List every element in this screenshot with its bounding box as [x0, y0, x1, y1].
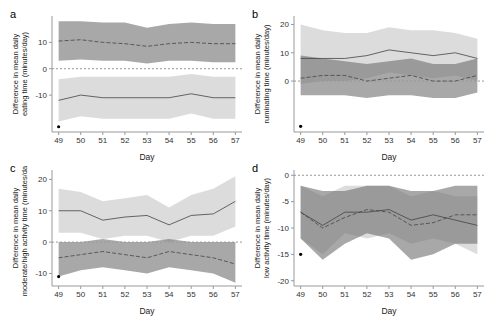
svg-text:52: 52 — [120, 136, 129, 145]
svg-text:50: 50 — [318, 136, 327, 145]
svg-text:51: 51 — [340, 136, 349, 145]
svg-text:20: 20 — [280, 20, 289, 29]
svg-text:Difference in mean dailymodera: Difference in mean dailymoderate/high ac… — [11, 166, 29, 296]
svg-text:49: 49 — [54, 290, 63, 299]
svg-text:55: 55 — [187, 290, 196, 299]
svg-text:52: 52 — [362, 136, 371, 145]
svg-text:Day: Day — [139, 306, 155, 316]
svg-text:-10: -10 — [35, 269, 47, 278]
svg-text:0: 0 — [43, 238, 48, 247]
svg-text:51: 51 — [340, 290, 349, 299]
svg-text:20: 20 — [38, 175, 47, 184]
html-text:b: b — [252, 8, 259, 20]
svg-text:-5: -5 — [282, 197, 290, 206]
svg-text:0: 0 — [285, 77, 290, 86]
svg-text:10: 10 — [280, 49, 289, 58]
html-text:a: a — [10, 8, 17, 20]
svg-text:49: 49 — [296, 290, 305, 299]
svg-text:50: 50 — [76, 136, 85, 145]
svg-text:50: 50 — [318, 290, 327, 299]
svg-text:53: 53 — [385, 290, 394, 299]
svg-text:53: 53 — [385, 136, 394, 145]
svg-text:56: 56 — [451, 290, 460, 299]
svg-text:56: 56 — [209, 290, 218, 299]
svg-text:Difference in mean dailylow ac: Difference in mean dailylow activity tim… — [253, 177, 271, 278]
svg-text:56: 56 — [451, 136, 460, 145]
svg-text:49: 49 — [54, 136, 63, 145]
svg-text:-10: -10 — [35, 91, 47, 100]
svg-text:-15: -15 — [277, 250, 289, 259]
svg-text:Day: Day — [381, 306, 397, 316]
svg-text:51: 51 — [98, 290, 107, 299]
svg-text:54: 54 — [165, 136, 174, 145]
html-text:d: d — [252, 162, 259, 174]
svg-text:54: 54 — [407, 136, 416, 145]
svg-text:10: 10 — [38, 207, 47, 216]
svg-text:55: 55 — [187, 136, 196, 145]
svg-text:Difference in mean dailyeating: Difference in mean dailyeating time (min… — [11, 31, 29, 116]
svg-text:55: 55 — [429, 136, 438, 145]
svg-text:56: 56 — [209, 136, 218, 145]
svg-text:57: 57 — [473, 290, 482, 299]
svg-text:49: 49 — [296, 136, 305, 145]
svg-text:Difference in mean dailyrumina: Difference in mean dailyruminating time … — [253, 24, 271, 123]
svg-text:55: 55 — [429, 290, 438, 299]
svg-text:-10: -10 — [277, 224, 289, 233]
svg-text:0: 0 — [285, 171, 290, 180]
svg-text:Day: Day — [381, 152, 397, 162]
svg-text:51: 51 — [98, 136, 107, 145]
svg-text:57: 57 — [231, 290, 240, 299]
svg-text:53: 53 — [143, 136, 152, 145]
svg-text:Day: Day — [139, 152, 155, 162]
svg-text:52: 52 — [120, 290, 129, 299]
svg-text:53: 53 — [143, 290, 152, 299]
svg-text:52: 52 — [362, 290, 371, 299]
svg-text:10: 10 — [38, 38, 47, 47]
svg-text:-20: -20 — [277, 277, 289, 286]
svg-text:0: 0 — [43, 65, 48, 74]
svg-text:54: 54 — [165, 290, 174, 299]
svg-text:50: 50 — [76, 290, 85, 299]
svg-text:57: 57 — [473, 136, 482, 145]
svg-text:57: 57 — [231, 136, 240, 145]
svg-text:54: 54 — [407, 290, 416, 299]
